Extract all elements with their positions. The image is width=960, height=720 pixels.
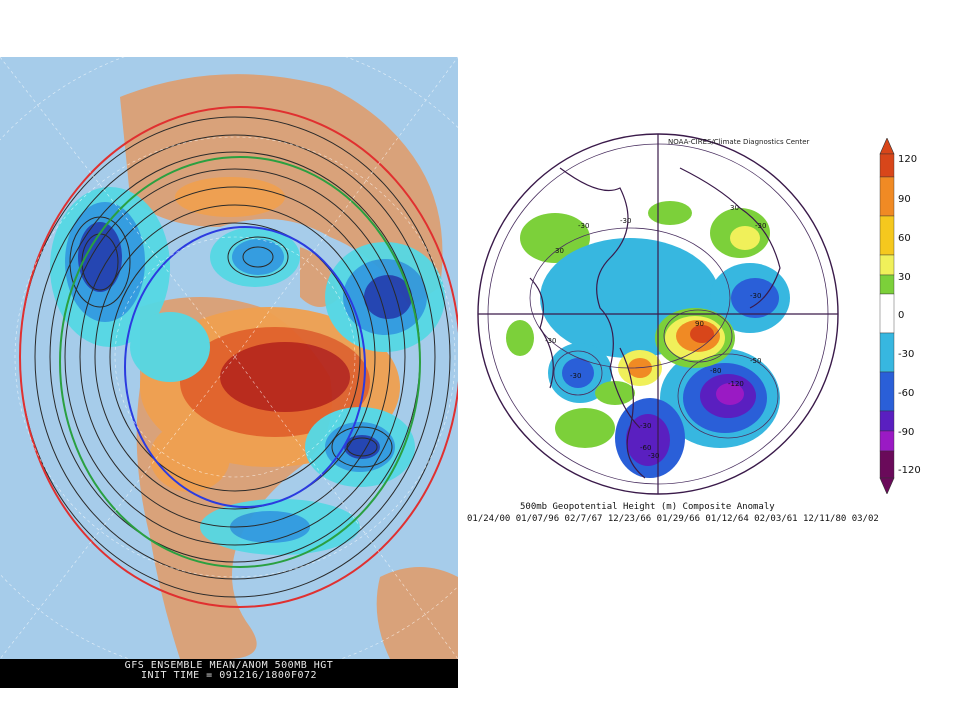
colorbar-tick: -120 <box>898 465 921 476</box>
contour-labels: -30 -30 30 -30 -30 -50 -80 -120 -30 -30 … <box>545 204 766 460</box>
right-caption-line2: 01/24/00 01/07/96 02/7/67 12/23/66 01/29… <box>467 514 879 524</box>
reference-contours <box>19 106 458 608</box>
colorbar-tick: -60 <box>898 388 915 399</box>
left-caption-line2: INIT TIME = 091216/1800F072 <box>140 670 318 681</box>
contour-label: -30 <box>755 222 766 230</box>
composite-anomaly-map: -30 -30 30 -30 -30 -50 -80 -120 -30 -30 … <box>470 128 850 498</box>
contour-label: -30 <box>640 422 651 430</box>
coastlines <box>529 167 781 479</box>
colorbar-tick: 0 <box>898 310 905 321</box>
contour-label: -50 <box>750 357 761 365</box>
contour-label: -30 <box>620 217 631 225</box>
map-border <box>477 133 839 495</box>
contour-label: 90 <box>695 320 704 328</box>
contour-label: -30 <box>570 372 581 380</box>
contour-label: -30 <box>578 222 589 230</box>
left-caption-line1: GFS ENSEMBLE MEAN/ANOM 500MB HGT <box>124 660 334 671</box>
contour-label: -30 <box>750 292 761 300</box>
contour-label: -30 <box>648 452 659 460</box>
height-contours <box>19 116 451 598</box>
gfs-ensemble-map: GFS ENSEMBLE MEAN/ANOM 500MB HGT INIT TI… <box>0 57 458 688</box>
contour-label: 30 <box>730 204 739 212</box>
colorbar-tick: 90 <box>898 194 911 205</box>
composite-shading <box>506 201 790 478</box>
anomaly-colorbar: 120 90 60 30 0 -30 -60 -90 -120 <box>878 138 938 498</box>
contour-label: -30 <box>545 337 556 345</box>
contour-label: -60 <box>640 444 651 452</box>
contour-label: -80 <box>710 367 721 375</box>
graticule <box>0 57 458 659</box>
colorbar-tick: 30 <box>898 272 911 283</box>
contour-label: 30 <box>555 247 564 255</box>
colorbar-tick: 120 <box>898 154 918 165</box>
colorbar-tick: -90 <box>898 427 915 438</box>
gfs-map-graphic <box>0 57 458 659</box>
contour-label: -120 <box>728 380 744 388</box>
right-caption-line1: 500mb Geopotential Height (m) Composite … <box>520 502 775 512</box>
colorbar-graphic <box>879 138 895 494</box>
composite-map-graphic: -30 -30 30 -30 -30 -50 -80 -120 -30 -30 … <box>477 133 839 495</box>
source-credit: NOAA-CIRES/Climate Diagnostics Center <box>668 138 810 146</box>
colorbar-tick: -30 <box>898 349 915 360</box>
colorbar-tick: 60 <box>898 233 911 244</box>
